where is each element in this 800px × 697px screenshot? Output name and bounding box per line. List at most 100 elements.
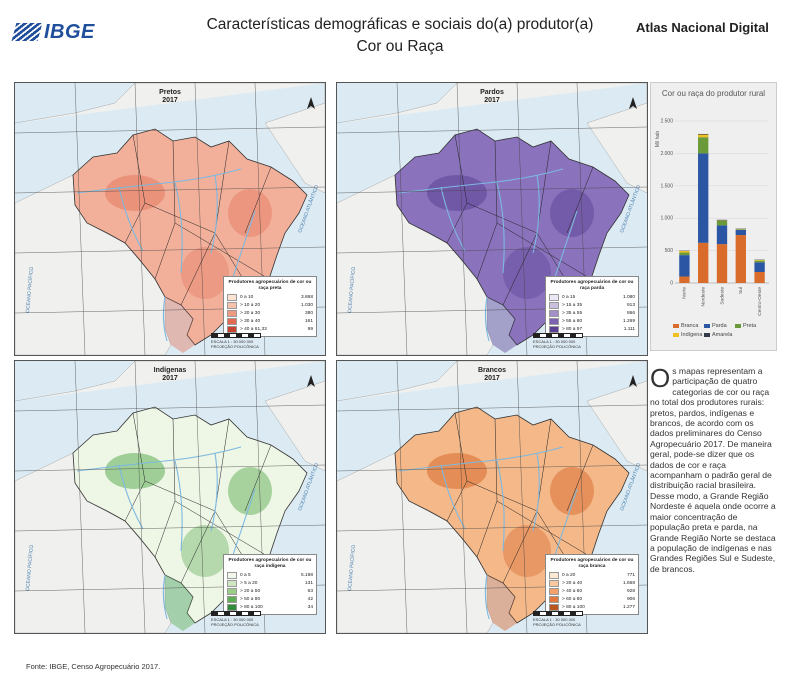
legend-count: 1.269	[622, 318, 635, 324]
region-patch	[427, 175, 487, 211]
graticule-line	[15, 126, 325, 134]
map-pretos-title-label: Pretos	[159, 89, 181, 96]
legend-swatch	[549, 310, 559, 317]
description-body: s mapas representam a participação de qu…	[650, 366, 776, 574]
legend-swatch	[227, 604, 237, 611]
graticule-line	[337, 524, 647, 532]
region-patch	[105, 453, 165, 489]
chart-legend-label: Parda	[712, 323, 727, 329]
map-indigenas-legend-title: Produtores agropecuários de cor ou raça …	[228, 558, 312, 569]
river	[440, 464, 466, 530]
ibge-logo: IBGE	[11, 18, 114, 46]
state-border	[496, 500, 592, 558]
scale-text: ESCALA 1 : 30 000 000	[211, 339, 254, 344]
legend-row: > 40 a 61,33 99	[227, 326, 313, 333]
legend-count: 63	[307, 588, 313, 594]
bar-segment	[754, 259, 765, 261]
legend-count: 131	[304, 580, 313, 586]
north-arrow-icon	[307, 375, 315, 387]
bar-segment	[735, 229, 746, 230]
graticule-line	[15, 464, 325, 472]
description-text: O s mapas representam a participação de …	[650, 365, 778, 574]
legend-row: 0 a 5 5.198	[227, 572, 313, 579]
river	[162, 296, 168, 342]
map-brancos: OCEANO ATLÂNTICO OCEANO PACÍFICO Brancos …	[336, 360, 648, 634]
graticule-line	[15, 524, 325, 532]
page-title-line1: Características demográficas e sociais d…	[206, 16, 594, 33]
river	[496, 460, 505, 552]
legend-label: > 10 a 20	[240, 302, 261, 308]
legend-label: > 20 a 50	[240, 588, 261, 594]
legend-label: > 5 a 20	[240, 580, 258, 586]
legend-count: 5.198	[300, 572, 313, 578]
river	[76, 446, 242, 472]
bar-segment	[716, 225, 728, 245]
graticule-line	[15, 186, 325, 194]
chart-title: Cor ou raça do produtor rural	[661, 89, 766, 98]
legend-count: 1.277	[622, 604, 635, 610]
legend-label: 0 a 10	[240, 294, 254, 300]
legend-count: 1.030	[300, 302, 313, 308]
ocean-pacific-label: OCEANO PACÍFICO	[24, 266, 35, 313]
scale-bar	[211, 333, 261, 338]
x-tick-label: Norte	[682, 287, 688, 299]
map-brancos-legend-title: Produtores agropecuários de cor ou raça …	[550, 558, 634, 569]
map-indigenas-scale: ESCALA 1 : 30 000 000 PROJEÇÃO POLICÔNIC…	[211, 611, 261, 627]
map-brancos-title-label: Brancos	[477, 367, 506, 374]
legend-swatch	[227, 588, 237, 595]
legend-count: 3.868	[300, 294, 313, 300]
legend-row: 0 a 15 1.080	[549, 294, 635, 301]
river	[162, 574, 168, 620]
neighbor-countries-north	[15, 83, 325, 194]
y-tick-label: 2.000	[660, 151, 673, 157]
bar-segment	[716, 219, 728, 221]
legend-row: > 40 a 60 928	[549, 588, 635, 595]
bar-segment	[698, 153, 709, 243]
map-brancos-scale: ESCALA 1 : 30 000 000 PROJEÇÃO POLICÔNIC…	[533, 611, 583, 627]
legend-row: > 60 a 80 906	[549, 596, 635, 603]
map-pretos-legend-rows: 0 a 10 3.868 > 10 a 20 1.030 > 20 a 30 380 > 3…	[227, 294, 313, 333]
bar-segment	[679, 276, 690, 283]
legend-row: > 80 a 100 34	[227, 604, 313, 611]
neighbor-countries-north	[337, 83, 647, 194]
projection-text: PROJEÇÃO POLICÔNICA	[211, 344, 259, 349]
river	[398, 446, 564, 472]
legend-row: > 30 a 40 161	[227, 318, 313, 325]
legend-count: 913	[626, 302, 635, 308]
region-patch	[427, 453, 487, 489]
scale-bar	[533, 333, 583, 338]
legend-label: > 20 a 30	[240, 310, 261, 316]
legend-swatch	[227, 294, 237, 301]
river	[76, 168, 242, 194]
map-pardos-title-label: Pardos	[480, 89, 504, 96]
legend-count: 1.080	[622, 294, 635, 300]
legend-row: > 35 a 55 866	[549, 310, 635, 317]
map-pardos: OCEANO ATLÂNTICO OCEANO PACÍFICO Pardos 2…	[336, 82, 648, 356]
bar-segment	[754, 262, 765, 272]
legend-swatch	[227, 580, 237, 587]
legend-swatch	[549, 580, 559, 587]
legend-count: 866	[626, 310, 635, 316]
legend-label: 0 a 20	[562, 572, 576, 578]
legend-row: > 20 a 40 1.668	[549, 580, 635, 587]
graticule-line	[516, 361, 528, 633]
legend-row: > 55 a 80 1.269	[549, 318, 635, 325]
graticule-line	[134, 83, 146, 355]
river	[484, 296, 490, 342]
graticule-line	[74, 361, 86, 633]
region-patch-south	[165, 297, 195, 353]
bar-segment	[679, 252, 690, 256]
bar-segment	[698, 133, 709, 135]
region-patch	[181, 525, 229, 577]
chart-legend-label: Amarela	[712, 332, 733, 338]
bar-segment	[754, 260, 765, 263]
scale-text: ESCALA 1 : 30 000 000	[211, 617, 254, 622]
state-border	[566, 166, 594, 234]
x-tick-label: Sul	[738, 287, 744, 294]
legend-swatch	[549, 302, 559, 309]
graticule-line	[396, 361, 408, 633]
page-title: Características demográficas e sociais d…	[180, 14, 620, 58]
legend-row: > 20 a 50 63	[227, 588, 313, 595]
legend-row: > 80 a 100 1.277	[549, 604, 635, 611]
state-border	[174, 222, 270, 280]
